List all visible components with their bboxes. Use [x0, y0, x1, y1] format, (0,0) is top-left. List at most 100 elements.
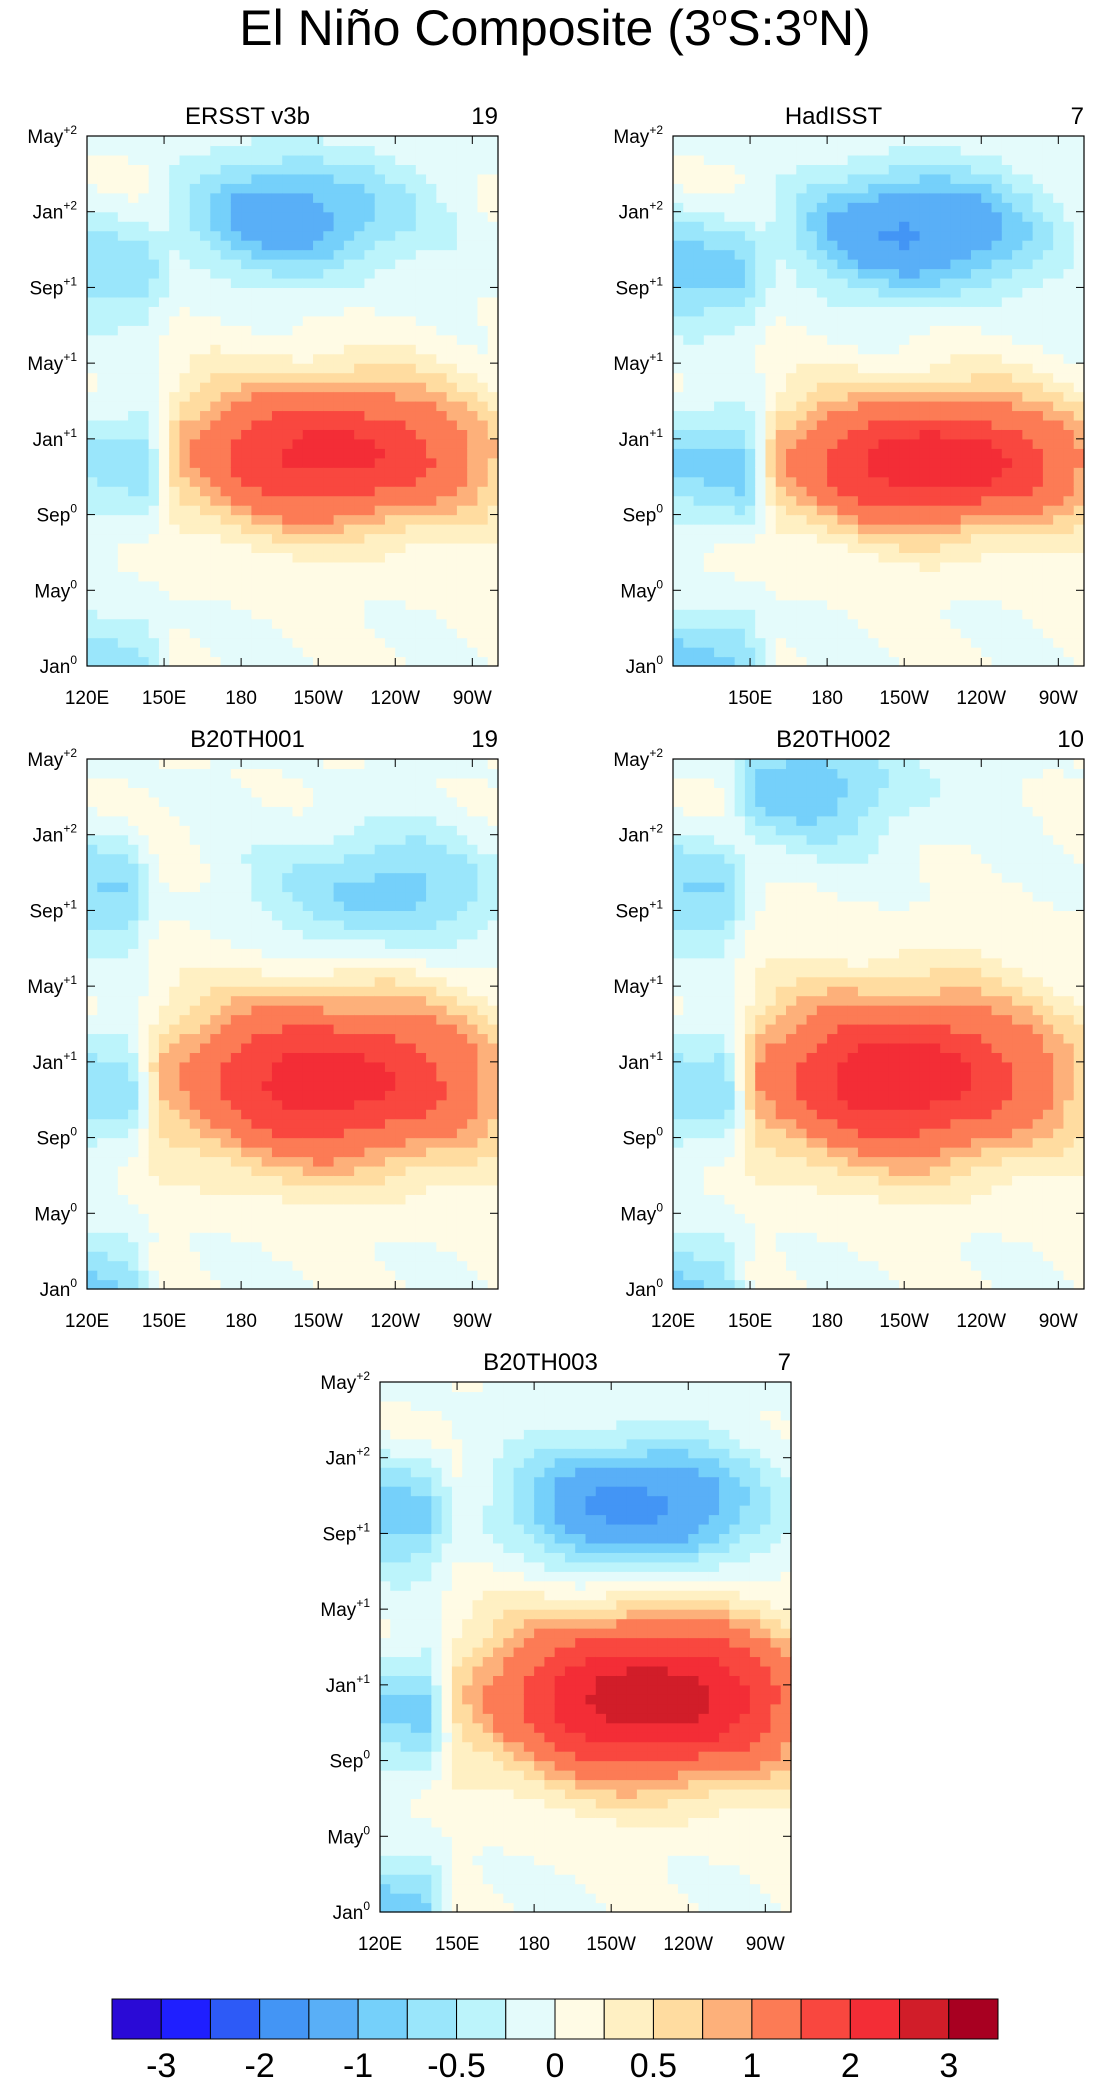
heatmap-cell — [683, 154, 695, 165]
heatmap-cell — [282, 495, 294, 506]
heatmap-cell — [343, 552, 355, 563]
heatmap-cell — [220, 410, 232, 421]
heatmap-cell — [857, 514, 869, 525]
heatmap-cell — [374, 173, 386, 184]
heatmap-cell — [107, 334, 119, 345]
heatmap-cell — [1073, 590, 1085, 601]
heatmap-cell — [97, 419, 109, 430]
heatmap-cell — [467, 561, 479, 572]
heatmap-cell — [271, 277, 283, 289]
heatmap-cell — [128, 900, 139, 912]
heatmap-cell — [837, 438, 849, 449]
heatmap-cell — [128, 919, 139, 930]
heatmap-cell — [138, 628, 150, 639]
heatmap-cell — [189, 344, 201, 355]
heatmap-cell — [158, 287, 170, 298]
heatmap-cell — [302, 656, 314, 667]
heatmap-cell — [384, 429, 396, 440]
heatmap-cell — [292, 457, 304, 468]
heatmap-cell — [271, 287, 283, 298]
heatmap-cell — [436, 202, 448, 213]
heatmap-cell — [847, 429, 859, 440]
heatmap-cell — [467, 211, 479, 222]
heatmap-cell — [888, 476, 900, 487]
heatmap-cell — [950, 495, 962, 506]
heatmap-cell — [899, 429, 910, 440]
heatmap-cell — [200, 401, 211, 412]
heatmap-cell — [755, 164, 767, 175]
heatmap-cell — [847, 476, 859, 487]
heatmap-cell — [940, 211, 952, 222]
heatmap-cell — [107, 580, 119, 591]
heatmap-cell — [755, 561, 767, 572]
heatmap-cell — [487, 136, 499, 147]
heatmap-cell — [241, 571, 253, 582]
heatmap-cell — [734, 296, 746, 307]
heatmap-cell — [97, 259, 109, 270]
heatmap-cell — [179, 296, 191, 307]
heatmap-cell — [806, 448, 818, 459]
heatmap-cell — [179, 438, 191, 449]
heatmap-cell — [1001, 618, 1013, 629]
heatmap-cell — [251, 486, 263, 497]
heatmap-cell — [271, 486, 283, 497]
heatmap-cell — [673, 306, 684, 317]
heatmap-cell — [467, 192, 479, 203]
heatmap-cell — [446, 505, 458, 516]
heatmap-cell — [775, 382, 787, 393]
heatmap-cell — [405, 524, 417, 535]
heatmap-cell — [940, 571, 952, 582]
heatmap-cell — [138, 609, 150, 620]
heatmap-cell — [755, 249, 767, 260]
heatmap-cell — [816, 221, 828, 232]
heatmap-cell — [117, 533, 129, 544]
heatmap-cell — [200, 429, 211, 440]
heatmap-cell — [200, 580, 211, 591]
heatmap-cell — [313, 524, 324, 535]
heatmap-cell — [271, 259, 283, 270]
heatmap-cell — [929, 249, 941, 260]
heatmap-cell — [1042, 599, 1054, 610]
heatmap-cell — [313, 202, 324, 213]
heatmap-cell — [179, 202, 191, 213]
heatmap-cell — [148, 391, 160, 402]
heatmap-cell — [343, 145, 355, 156]
heatmap-cell — [395, 476, 407, 487]
heatmap-cell — [220, 467, 232, 478]
heatmap-cell — [899, 524, 910, 535]
heatmap-cell — [384, 268, 396, 279]
heatmap-cell — [909, 514, 921, 525]
heatmap-cell — [703, 599, 715, 610]
heatmap-cell — [333, 609, 345, 620]
heatmap-cell — [899, 353, 910, 364]
heatmap-cell — [477, 419, 489, 430]
heatmap-cell — [282, 590, 294, 601]
heatmap-cell — [868, 315, 880, 326]
heatmap-cell — [364, 334, 376, 345]
heatmap-cell — [878, 514, 890, 525]
heatmap-cell — [950, 145, 962, 156]
heatmap-cell — [1001, 145, 1013, 156]
heatmap-cell — [929, 296, 941, 307]
heatmap-cell — [200, 391, 211, 402]
heatmap-cell — [117, 1024, 129, 1035]
heatmap-cell — [384, 448, 396, 459]
heatmap-cell — [981, 306, 993, 317]
heatmap-cell — [230, 410, 242, 421]
heatmap-cell — [117, 410, 129, 421]
heatmap-cell — [950, 136, 962, 147]
heatmap-cell — [354, 325, 366, 336]
heatmap-cell — [333, 353, 345, 364]
heatmap-cell — [683, 571, 695, 582]
heatmap-cell — [354, 561, 366, 572]
heatmap-cell — [857, 552, 869, 563]
heatmap-cell — [1053, 344, 1065, 355]
heatmap-cell — [148, 1042, 160, 1053]
heatmap-cell — [230, 419, 242, 430]
heatmap-cell — [374, 656, 386, 667]
heatmap-cell — [1032, 202, 1044, 213]
heatmap-cell — [230, 524, 242, 535]
heatmap-cell — [940, 590, 952, 601]
heatmap-cell — [683, 580, 695, 591]
heatmap-cell — [991, 457, 1003, 468]
